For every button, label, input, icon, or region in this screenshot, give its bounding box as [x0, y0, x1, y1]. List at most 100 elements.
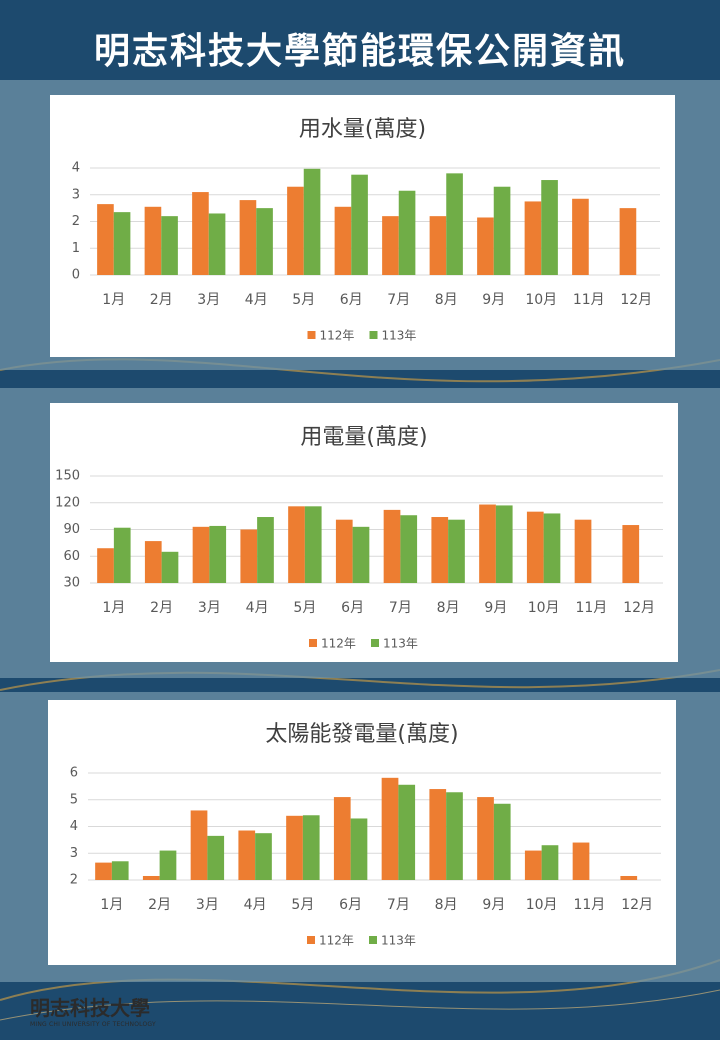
x-tick-label: 11月: [573, 292, 605, 308]
bar: [446, 792, 463, 880]
x-tick-label: 5月: [292, 292, 315, 308]
bar: [448, 519, 465, 583]
y-tick-label: 120: [55, 495, 80, 510]
bar: [113, 527, 131, 583]
bar: [97, 204, 114, 275]
chart: 用電量(萬度) 30 60 90 120 150 1月 2月 3月 4月 5月 6月 7月 8月 9月 10月…: [55, 425, 663, 651]
logo: 明志科技大學 MING CHI UNIVERSITY OF TECHNOLOGY: [30, 992, 156, 1028]
x-tick-label: 5月: [293, 600, 316, 616]
bar: [493, 186, 511, 275]
bar: [208, 213, 226, 275]
bar: [429, 216, 447, 275]
bar: [334, 206, 352, 275]
bar: [524, 850, 542, 880]
bar: [398, 784, 416, 880]
bar: [95, 862, 112, 880]
x-tick-label: 12月: [621, 897, 653, 913]
y-tick-label: 60: [63, 549, 80, 564]
bar: [620, 875, 638, 880]
x-tick-label: 4月: [245, 292, 268, 308]
x-tick-label: 9月: [482, 292, 505, 308]
x-tick-label: 10月: [525, 292, 557, 308]
x-tick-label: 3月: [198, 600, 221, 616]
x-tick-label: 3月: [197, 292, 220, 308]
x-tick-label: 1月: [102, 292, 125, 308]
bar: [303, 168, 321, 275]
x-tick-label: 7月: [387, 292, 410, 308]
chart-title: 用水量(萬度): [299, 117, 426, 142]
x-tick-label: 6月: [340, 292, 363, 308]
bar: [111, 861, 129, 880]
x-tick-label: 1月: [100, 897, 123, 913]
y-tick-label: 5: [70, 792, 78, 807]
x-tick-label: 9月: [484, 600, 507, 616]
x-tick-label: 1月: [102, 600, 125, 616]
x-tick-label: 7月: [389, 600, 412, 616]
bar: [159, 850, 177, 880]
legend-swatch: [307, 331, 316, 339]
y-tick-label: 1: [72, 241, 80, 256]
bar: [255, 833, 272, 880]
bar: [493, 803, 511, 880]
x-tick-label: 8月: [435, 897, 458, 913]
y-tick-label: 2: [72, 214, 80, 229]
chart-title: 太陽能發電量(萬度): [265, 722, 458, 747]
y-tick-label: 3: [70, 846, 78, 861]
y-tick-label: 2: [70, 873, 78, 888]
bar: [351, 174, 368, 275]
bar: [381, 777, 399, 880]
y-tick-label: 6: [70, 766, 78, 781]
legend-swatch: [369, 936, 377, 944]
bar: [302, 815, 320, 880]
y-tick-label: 30: [63, 576, 80, 591]
y-tick-label: 90: [63, 522, 80, 537]
bar: [572, 198, 589, 275]
bar: [350, 818, 368, 880]
chart-panel: 用電量(萬度) 30 60 90 120 150 1月 2月 3月 4月 5月 6月 7月 8月 9月 10月…: [50, 403, 678, 662]
bar: [622, 525, 640, 583]
y-tick-label: 0: [72, 268, 80, 283]
x-tick-label: 10月: [526, 897, 558, 913]
legend-label: 113年: [382, 329, 417, 343]
y-tick-label: 4: [70, 819, 78, 834]
bar: [287, 186, 304, 275]
bar: [446, 173, 463, 275]
x-tick-label: 6月: [339, 897, 362, 913]
bar: [209, 525, 227, 583]
chart-panel: 太陽能發電量(萬度) 2 3 4 5 6 1月 2月 3月 4月 5月 6月 7月 8月 9月 10月 11月 1…: [48, 700, 676, 965]
x-tick-label: 4月: [246, 600, 269, 616]
y-tick-label: 3: [72, 187, 80, 202]
bar: [477, 217, 494, 275]
bar: [113, 212, 131, 275]
bar: [192, 192, 209, 275]
bar: [161, 216, 178, 275]
bar: [352, 526, 370, 583]
logo-subtext: MING CHI UNIVERSITY OF TECHNOLOGY: [30, 1021, 156, 1028]
chart: 太陽能發電量(萬度) 2 3 4 5 6 1月 2月 3月 4月 5月 6月 7月 8月 9月 10月 11月 1…: [70, 722, 661, 948]
legend-swatch: [369, 331, 378, 339]
x-tick-label: 2月: [150, 600, 173, 616]
x-tick-label: 11月: [575, 600, 607, 616]
x-tick-label: 4月: [244, 897, 267, 913]
x-tick-label: 3月: [196, 897, 219, 913]
bar: [161, 551, 179, 583]
bar: [572, 842, 590, 880]
x-tick-label: 8月: [435, 292, 458, 308]
bar: [477, 797, 494, 880]
bar: [304, 506, 322, 583]
bar: [240, 529, 258, 583]
bar: [335, 519, 353, 583]
bar: [144, 541, 162, 583]
x-tick-label: 7月: [387, 897, 410, 913]
bar: [495, 505, 513, 583]
bar: [541, 180, 558, 275]
y-tick-label: 4: [72, 161, 80, 176]
legend-swatch: [309, 639, 317, 647]
x-tick-label: 2月: [148, 897, 171, 913]
bar: [288, 506, 305, 583]
y-tick-label: 150: [55, 469, 80, 484]
bar: [431, 517, 449, 583]
bar: [383, 509, 401, 583]
bar: [479, 504, 496, 583]
